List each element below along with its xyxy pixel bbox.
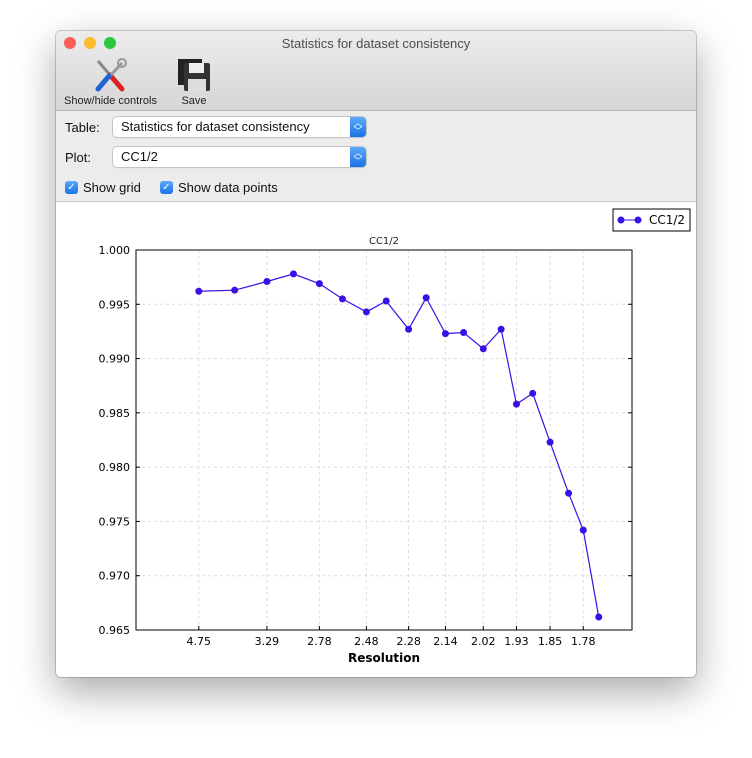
updown-chevron-icon: ︿ ﹀ xyxy=(350,147,366,167)
legend-label: CC1/2 xyxy=(649,213,685,227)
minimize-button[interactable] xyxy=(84,37,96,49)
close-button[interactable] xyxy=(64,37,76,49)
x-tick-label: 1.85 xyxy=(538,635,563,648)
y-tick-label: 0.975 xyxy=(99,515,131,528)
updown-chevron-icon: ︿ ﹀ xyxy=(350,117,366,137)
show-data-points-checkbox[interactable]: ✓ Show data points xyxy=(160,180,278,195)
data-point xyxy=(195,287,203,295)
data-point xyxy=(405,325,413,333)
table-select-value: Statistics for dataset consistency xyxy=(121,119,310,134)
x-tick-label: 1.78 xyxy=(571,635,596,648)
x-tick-label: 2.28 xyxy=(396,635,421,648)
data-point xyxy=(460,329,468,337)
controls-panel: Table: Statistics for dataset consistenc… xyxy=(56,111,696,202)
x-tick-label: 1.93 xyxy=(504,635,529,648)
data-point xyxy=(315,280,323,288)
table-label: Table: xyxy=(65,120,100,135)
window-title: Statistics for dataset consistency xyxy=(281,36,471,51)
data-point xyxy=(289,270,297,278)
data-point xyxy=(529,389,537,397)
data-point xyxy=(263,277,271,285)
x-tick-label: 2.48 xyxy=(354,635,379,648)
show-hide-controls-label: Show/hide controls xyxy=(64,95,157,107)
data-point xyxy=(497,325,505,333)
y-tick-label: 0.995 xyxy=(99,298,131,311)
plot-select[interactable]: CC1/2 ︿ ﹀ xyxy=(113,147,366,167)
checkmark-icon: ✓ xyxy=(160,181,173,194)
data-point xyxy=(479,345,487,353)
data-point xyxy=(362,308,370,316)
data-point xyxy=(231,286,239,294)
x-tick-label: 2.14 xyxy=(433,635,458,648)
show-data-points-label: Show data points xyxy=(178,180,278,195)
save-label: Save xyxy=(181,95,207,107)
data-point xyxy=(382,297,390,305)
zoom-button[interactable] xyxy=(104,37,116,49)
chart-title: CC1/2 xyxy=(369,236,399,247)
table-select[interactable]: Statistics for dataset consistency ︿ ﹀ xyxy=(113,117,366,137)
data-point xyxy=(338,295,346,303)
data-point xyxy=(422,294,430,302)
y-tick-label: 0.980 xyxy=(99,461,131,474)
data-point xyxy=(512,400,520,408)
x-tick-label: 2.78 xyxy=(307,635,332,648)
data-point xyxy=(546,438,554,446)
show-grid-checkbox[interactable]: ✓ Show grid xyxy=(65,180,141,195)
y-tick-label: 0.985 xyxy=(99,407,131,420)
plot-select-value: CC1/2 xyxy=(121,149,158,164)
y-tick-label: 0.970 xyxy=(99,570,131,583)
x-tick-label: 4.75 xyxy=(187,635,212,648)
x-axis-label: Resolution xyxy=(348,651,420,665)
y-tick-label: 1.000 xyxy=(99,244,131,257)
plot-frame xyxy=(135,249,633,631)
window: Statistics for dataset consistency Show/… xyxy=(56,31,696,677)
data-point xyxy=(595,613,603,621)
legend-marker xyxy=(634,216,642,224)
legend: CC1/2 xyxy=(612,208,691,232)
show-hide-controls-button[interactable]: Show/hide controls xyxy=(64,57,157,107)
x-tick-label: 2.02 xyxy=(471,635,496,648)
checkmark-icon: ✓ xyxy=(65,181,78,194)
data-point xyxy=(441,330,449,338)
tools-icon xyxy=(95,58,128,92)
data-point xyxy=(565,489,573,497)
show-grid-label: Show grid xyxy=(83,180,141,195)
title-bar: Statistics for dataset consistency Show/… xyxy=(56,31,696,111)
x-tick-label: 3.29 xyxy=(255,635,280,648)
y-tick-label: 0.990 xyxy=(99,353,131,366)
chart: CC1/2 Resolution 4.75 3.29 2.78 2.48 2.28 2.1… xyxy=(99,208,691,665)
data-point xyxy=(579,526,587,534)
y-tick-label: 0.965 xyxy=(99,624,131,637)
save-button[interactable]: Save xyxy=(176,57,212,107)
series-line xyxy=(198,273,600,618)
save-icon xyxy=(178,59,210,91)
plot-label: Plot: xyxy=(65,150,92,165)
legend-marker xyxy=(617,216,625,224)
